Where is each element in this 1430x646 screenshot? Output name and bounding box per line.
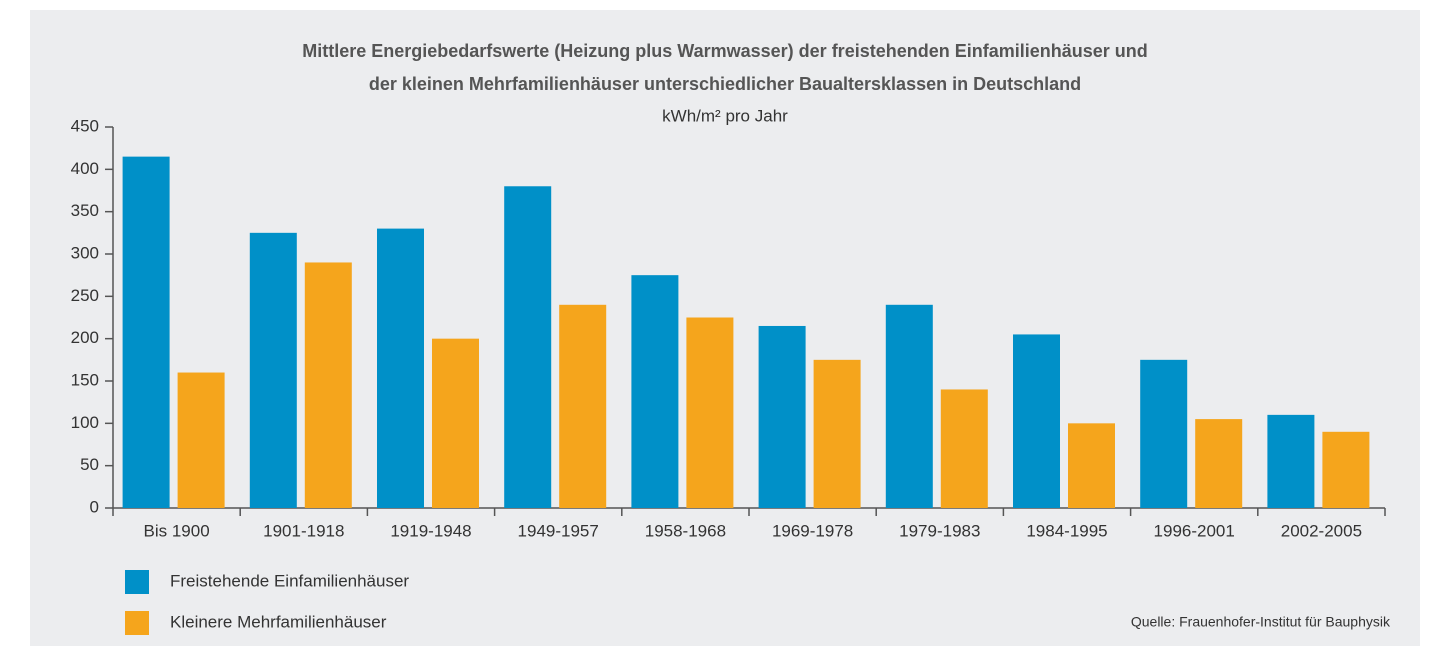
x-tick-label: Bis 1900 <box>144 521 210 540</box>
y-tick-label: 250 <box>71 286 99 305</box>
y-tick-label: 400 <box>71 159 99 178</box>
y-tick-label: 0 <box>90 497 99 516</box>
bar <box>377 228 424 508</box>
bar <box>177 372 225 508</box>
bar <box>504 186 552 508</box>
y-tick-label: 300 <box>71 243 99 262</box>
legend-label: Freistehende Einfamilienhäuser <box>170 571 409 590</box>
x-tick-label: 1979-1983 <box>899 521 980 540</box>
x-tick-label: 1901-1918 <box>263 521 344 540</box>
x-tick-label: 1996-2001 <box>1154 521 1235 540</box>
bar <box>813 359 861 508</box>
y-tick-label: 150 <box>71 370 99 389</box>
bar <box>885 304 933 508</box>
bar <box>249 232 297 509</box>
y-tick-label: 200 <box>71 328 99 347</box>
chart-title: Mittlere Energiebedarfswerte (Heizung pl… <box>302 41 1148 61</box>
chart-subtitle: kWh/m² pro Jahr <box>662 106 788 125</box>
x-tick-label: 1984-1995 <box>1026 521 1107 540</box>
bar <box>758 325 806 508</box>
bar <box>686 317 734 508</box>
bar <box>304 262 352 508</box>
y-tick-label: 450 <box>71 116 99 135</box>
bar <box>1068 423 1115 508</box>
legend-swatch <box>125 570 149 594</box>
y-tick-label: 100 <box>71 413 99 432</box>
y-tick-label: 350 <box>71 201 99 220</box>
bar <box>1195 419 1243 508</box>
bar <box>1267 414 1315 508</box>
legend-label: Kleinere Mehrfamilienhäuser <box>170 612 387 631</box>
source: Quelle: Frauenhofer-Institut für Bauphys… <box>1131 614 1391 630</box>
bar <box>559 304 607 508</box>
bar <box>940 389 988 508</box>
x-tick-label: 1919-1948 <box>390 521 471 540</box>
chart-title: der kleinen Mehrfamilienhäuser unterschi… <box>369 74 1081 94</box>
bar <box>432 338 479 508</box>
x-tick-label: 1958-1968 <box>645 521 726 540</box>
bar <box>631 275 679 508</box>
y-tick-label: 50 <box>80 455 99 474</box>
bar <box>122 156 170 508</box>
bar <box>1013 334 1060 508</box>
x-tick-label: 1949-1957 <box>518 521 599 540</box>
x-tick-label: 2002-2005 <box>1281 521 1362 540</box>
bar <box>1322 431 1370 508</box>
bar <box>1140 359 1188 508</box>
legend-swatch <box>125 611 149 635</box>
x-tick-label: 1969-1978 <box>772 521 853 540</box>
